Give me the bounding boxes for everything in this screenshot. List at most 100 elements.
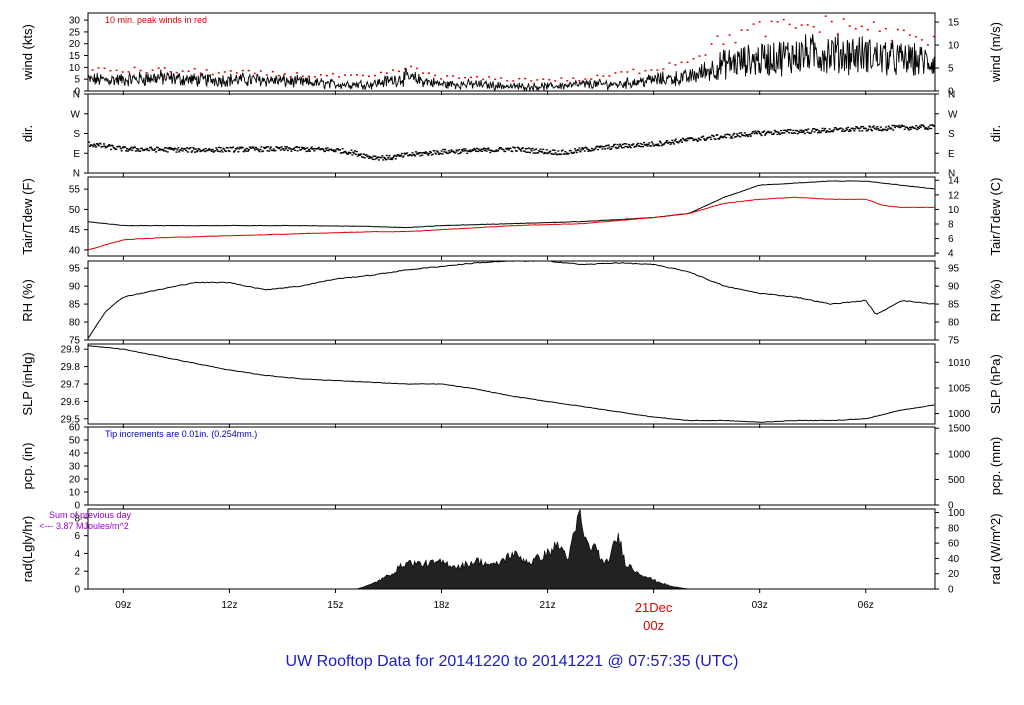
y-right-tick-label: 1000 [948,449,971,460]
y-axis-label: Tair/Tdew (F) [20,178,35,255]
dir-point [504,150,507,153]
dir-point [278,146,281,149]
dir-point [648,142,651,144]
dir-point [264,147,267,149]
dir-point [888,127,891,129]
dir-point [218,150,221,153]
dir-point [683,138,686,141]
dir-point [891,124,894,127]
dir-point [186,151,189,153]
dir-point [473,147,476,150]
dir-point [907,127,910,130]
dir-point [849,130,852,132]
dir-point [317,146,320,149]
dir-point [574,149,577,152]
dir-point [107,144,110,147]
dir-point [662,143,665,146]
y-right-tick-label: 10 [948,41,960,52]
dir-point [369,156,372,158]
dir-point [220,149,223,152]
y-right-tick-label: 5 [948,64,954,75]
dir-point [862,125,865,128]
dir-point [324,147,327,150]
dir-point [447,149,450,152]
dir-point [786,130,789,133]
dir-point [228,150,231,153]
y-axis-label-right: SLP (hPa) [988,354,1003,414]
dir-point [413,153,416,156]
dir-point [256,148,259,150]
dir-point [767,130,770,133]
dir-point [893,124,896,127]
dir-point [300,148,303,151]
dir-point [531,147,534,150]
x-tick-label: 21z [539,600,555,611]
dir-point [474,148,477,151]
dir-point [95,146,98,148]
panel-2: 40 45 50 55 4 6 8 10 12 14 Tair/Tdew (F) Tair/Tdew … [20,176,1003,260]
dir-point [99,143,102,145]
dir-point [544,152,547,154]
panel-annotation: 10 min. peak winds in red [105,15,207,25]
dir-point [624,145,627,148]
dir-point [362,153,365,155]
dir-point [223,148,226,150]
dir-point [332,150,335,153]
dir-point [644,144,647,146]
dir-point [199,150,202,153]
dir-point [171,148,174,150]
dir-point [743,132,746,134]
dir-point [135,147,138,150]
dir-point [724,134,727,136]
dir-point [293,147,296,150]
dir-point [880,129,883,132]
dir-point [918,125,921,127]
dir-point [468,149,471,151]
dir-point [146,147,149,150]
dir-point [588,149,591,151]
dir-point [272,148,275,150]
dir-point [203,150,206,153]
dir-point [97,144,100,147]
dir-point [149,146,152,148]
y-right-tick-label: 8 [948,219,954,230]
dir-point [721,137,724,139]
dir-point [795,129,798,132]
y-right-tick-label: 20 [948,569,960,580]
dir-point [344,150,347,153]
dir-point [194,148,197,150]
dir-point [893,126,896,129]
dir-point [805,129,808,131]
dir-point [475,147,478,150]
dir-point [196,149,199,152]
dir-point [174,148,177,150]
dir-point [397,153,400,156]
dir-point [286,149,289,152]
dir-point [301,147,304,150]
dir-point [330,148,333,151]
dir-point [480,148,483,151]
dir-point [128,149,131,151]
dir-point [823,129,826,131]
dir-point [848,130,851,133]
dir-point [155,151,158,153]
dir-point [892,129,895,131]
dir-point [181,150,184,152]
dir-point [88,141,90,143]
dir-point [566,152,569,154]
y-tick-label: 0 [74,87,80,98]
dir-point [252,146,255,148]
dir-point [194,151,197,153]
dir-point [696,140,699,142]
dir-point [133,146,136,148]
dir-point [759,133,762,135]
dir-point [886,129,889,132]
dir-point [580,149,583,151]
dir-point [718,138,721,140]
dir-point [356,155,359,157]
dir-point [757,130,760,133]
y-axis-label-right: RH (%) [988,279,1003,322]
dir-point [616,143,619,146]
dir-point [513,147,516,149]
dir-point [120,150,123,152]
